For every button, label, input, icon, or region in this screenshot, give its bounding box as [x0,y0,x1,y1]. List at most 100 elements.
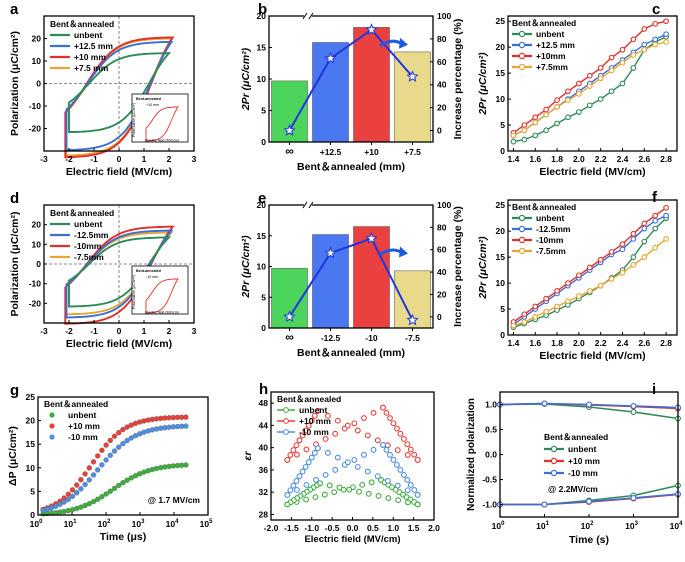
x-axis-label: Electric field (MV/cm) [539,350,645,362]
legend-title: Bent＆annealed [512,18,576,28]
x-tick-label: -1 [90,326,98,336]
data-point [630,403,637,409]
data-point [383,446,390,453]
x-tick-label: 2.0 [428,523,440,533]
data-point [299,432,306,439]
x-axis-label: Bent＆annealed (mm) [297,161,405,173]
y-axis-label: 2Pr (μC/cm²) [477,236,489,300]
inset-x-label: Electric field (MV/cm) [145,311,179,315]
inset-legend: +10 mm [146,103,159,107]
y-tick-label: 20 [32,220,42,230]
legend-entry: +10 mm [568,456,600,466]
x-tick-exponent: 3 [635,521,639,527]
y-axis-label: Polarization (μC/cm²) [9,211,21,316]
data-point [641,41,648,48]
plot-frame [507,15,678,152]
legend-marker [49,412,55,418]
legend-entry: +10 mm [68,421,100,431]
legend-entry: -10mm [536,235,564,245]
x-tick-label: 2.4 [617,154,629,164]
data-point [521,127,528,134]
data-point [387,451,393,458]
data-point [630,495,637,501]
legend-entry: unbent [536,213,564,223]
legend-entry: -10 mm [568,468,598,478]
y-tick-label: -0.5 [482,475,497,485]
data-point [608,276,615,282]
data-point [332,466,339,473]
y-tick-label: 20 [496,226,506,236]
bar [353,27,390,143]
data-point [354,463,361,470]
y-tick-label: 0.5 [485,425,497,435]
x-tick-label: 102 [98,519,111,529]
data-point [630,36,637,43]
y2-tick-label: 20 [437,289,447,299]
data-point [111,485,118,492]
x-tick-label: -2.0 [264,523,279,533]
y-tick-label: 0 [500,146,505,156]
panel-label: c [652,1,660,18]
x-tick-label: 0.0 [347,523,359,533]
data-point [576,91,582,97]
data-point [663,39,669,45]
y2-tick-label: 80 [437,222,447,232]
legend-marker [518,247,526,255]
data-point [414,456,421,463]
data-point [305,459,312,466]
data-point [532,303,539,310]
data-point [586,102,593,109]
percent-star [406,70,419,82]
y-tick-label: 10 [257,262,267,272]
data-point [287,487,294,494]
panel-label: d [10,190,19,207]
y-tick-label: 25 [496,16,506,26]
x-tick-label: 2.2 [595,154,607,164]
y-tick-label: 20 [496,42,506,52]
y-tick-label: 0 [261,323,266,333]
axis-break-mark [308,12,314,20]
x-tick-label: 1 [142,326,147,336]
data-point [324,449,331,456]
inset-y-label: Polarization (μC/cm²) [132,275,136,309]
data-point [543,308,550,315]
data-point [565,298,571,305]
x-tick-label: 2.8 [660,338,672,348]
x-tick-label: -2 [65,326,73,336]
x-tick-label: -1 [90,154,98,164]
data-point [619,46,626,53]
x-tick-label: 2.6 [638,154,650,164]
data-point [608,54,615,61]
x-tick-exponent: 5 [209,519,213,525]
x-tick-label: 1.8 [551,154,563,164]
data-point [314,407,321,414]
data-point [404,499,411,506]
x-tick-label: 0 [117,326,122,336]
y-tick-label: -20 [29,298,42,308]
y2-tick-label: 100 [437,200,451,210]
data-point [543,127,550,134]
data-point [334,417,341,424]
y-axis-label: Polarization (μC/cm²) [9,31,21,136]
x-tick-label: -3 [40,154,48,164]
y-tick-label: 10 [32,239,42,249]
data-point [284,492,291,498]
data-point [128,475,134,481]
y-tick-label: 1.0 [485,400,497,410]
panel-label: a [10,1,19,18]
data-point [586,498,592,505]
data-point [565,97,571,103]
legend-marker [518,63,526,71]
legend-entry: unbent [74,219,102,229]
x-tick-label: 2.6 [638,338,650,348]
x-tick-label: 2.4 [617,338,629,348]
data-point [351,420,358,427]
data-point [619,246,626,253]
data-point [120,441,126,447]
legend-marker [518,236,526,244]
x-axis-label: Electric field (MV/cm) [539,166,645,178]
x-tick-label: 2.8 [660,154,672,164]
legend-title: Bent＆annealed [512,202,576,212]
y-tick-label: 0 [30,510,35,520]
inset-loop [145,106,179,142]
